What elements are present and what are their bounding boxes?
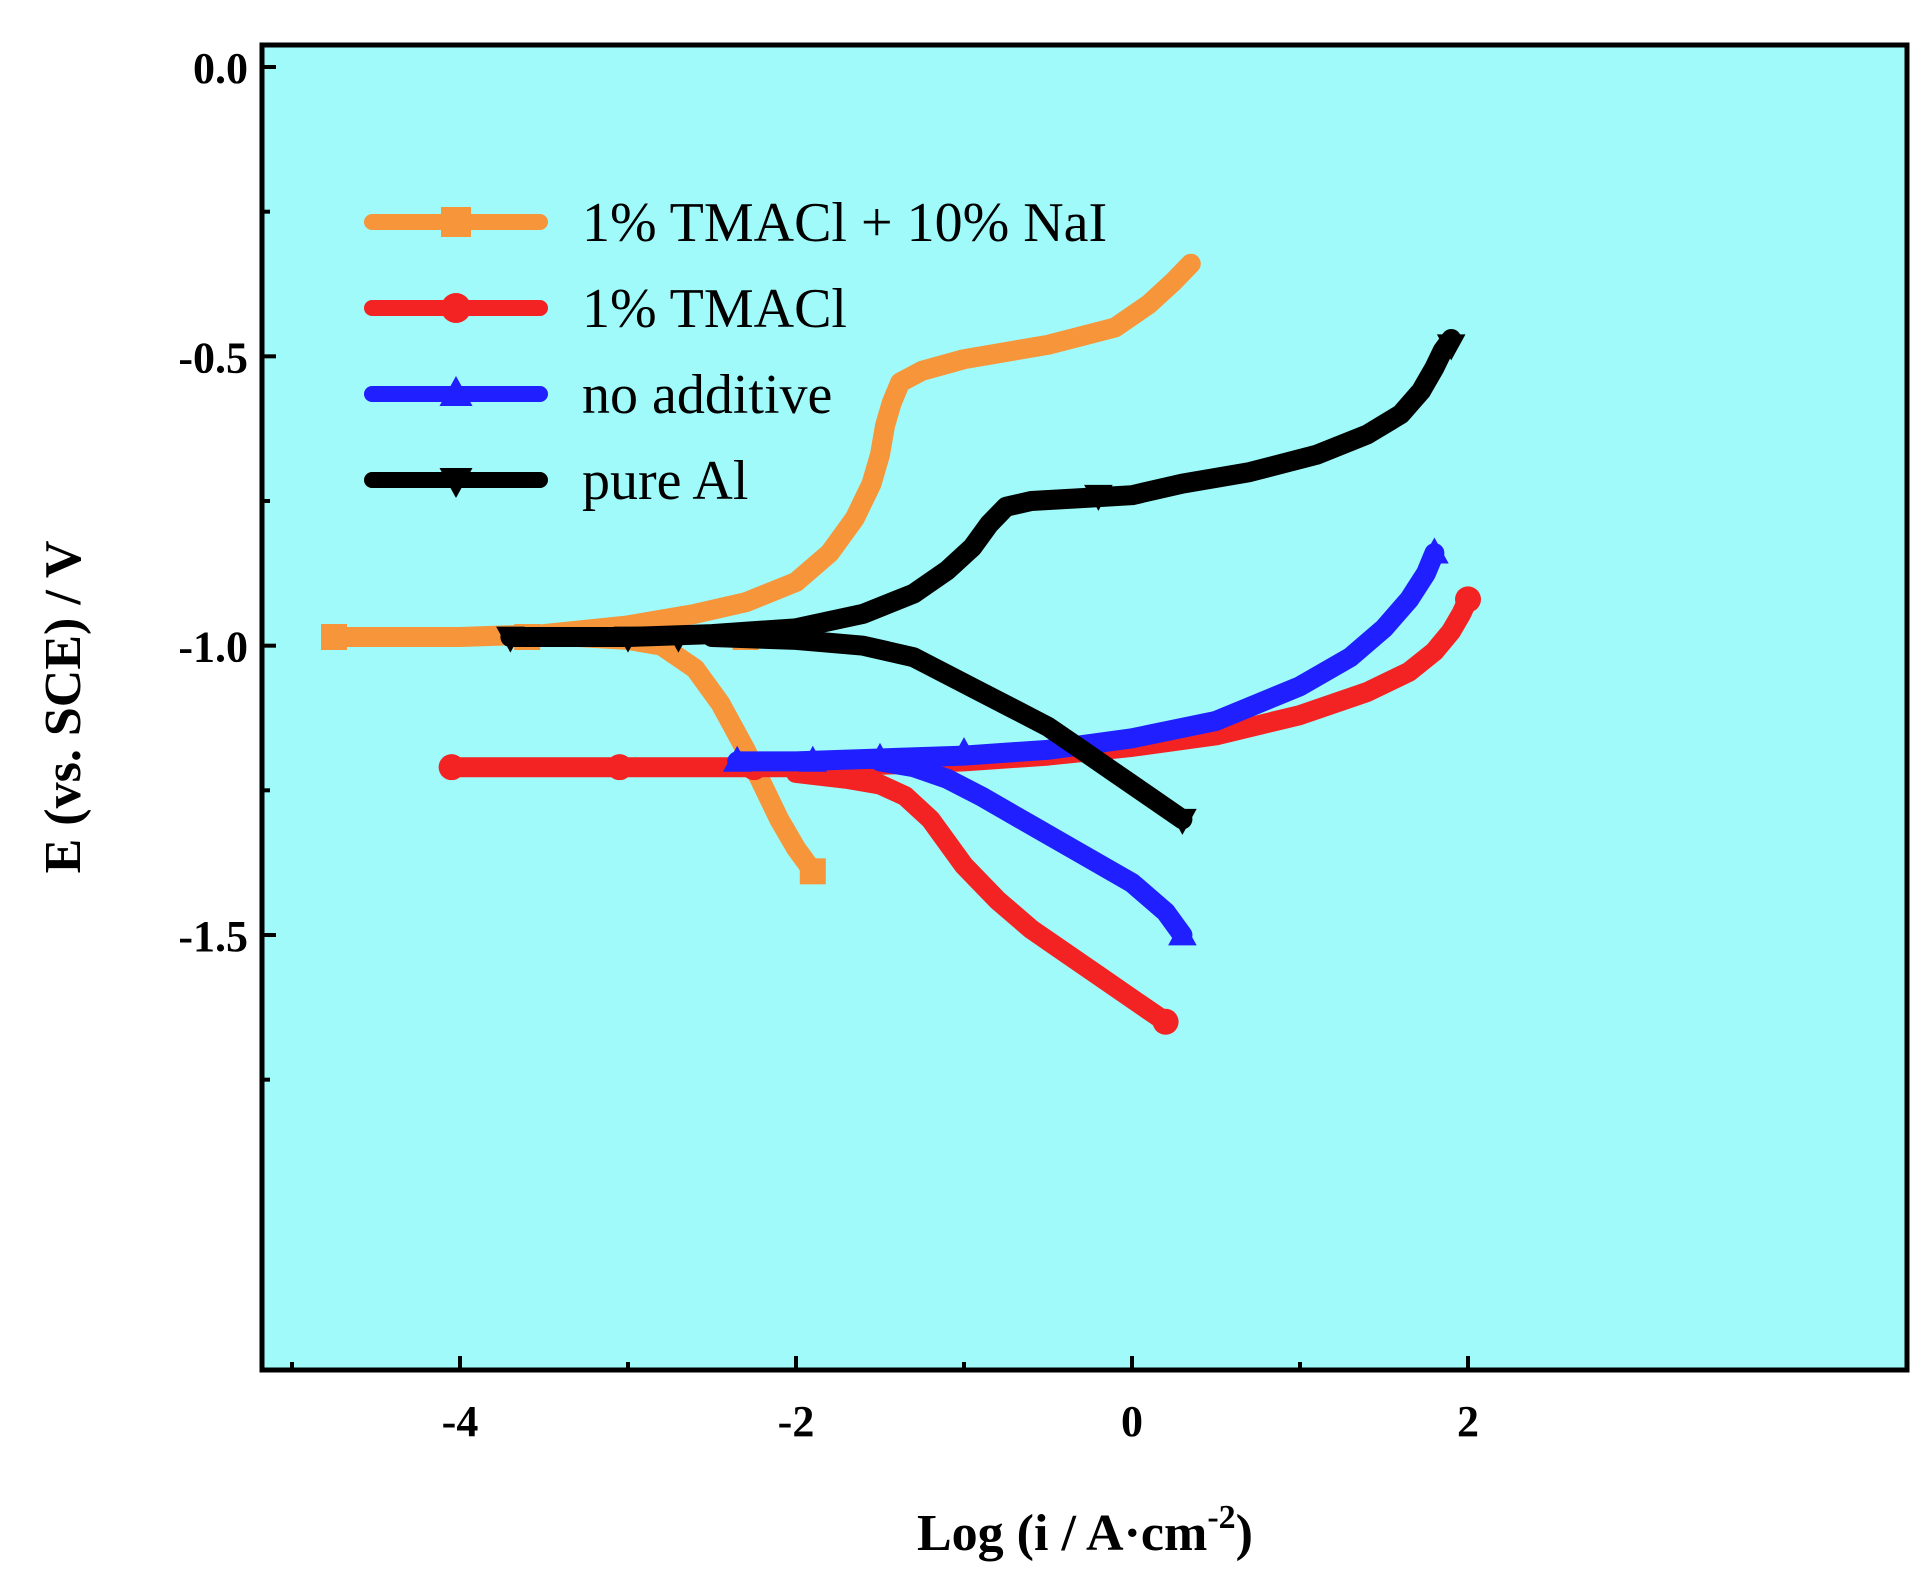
data-point-marker [1455,586,1481,613]
data-point-marker [949,737,979,764]
x-axis-ticks: -4 -2 0 2 [290,1356,1479,1446]
legend-item: 1% TMACl [364,278,847,340]
data-point-marker [1436,334,1466,361]
legend-item: 1% TMACl + 10% NaI [364,192,1107,254]
data-point-marker [613,626,643,653]
y-tick-label: -1.5 [178,912,248,961]
y-tick-label: -0.5 [178,333,248,382]
legend-marker [439,376,473,406]
data-point-marker [1168,919,1197,946]
y-axis-ticks: 0.0 -0.5 -1.0 -1.5 [178,44,276,1082]
plot-frame [259,42,1910,1373]
plot-area [262,45,1907,1370]
x-tick-label: -4 [442,1397,479,1446]
data-point-marker [321,623,347,650]
x-tick-label: -2 [778,1397,815,1446]
data-point-marker [1084,484,1113,511]
legend-item: pure Al [364,450,748,512]
x-axis-title-superscript: -2 [1207,1499,1235,1536]
series-layer [321,253,1481,1035]
data-point-marker [798,745,828,772]
series-line-cathodic [702,627,1193,830]
series-line-cathodic [870,751,1193,945]
series-line-anodic [500,329,1462,647]
legend-label: pure Al [582,450,748,512]
legend-marker [439,468,473,498]
y-tick-label: 0.0 [193,44,248,93]
data-point-marker [865,742,895,769]
data-point-marker [1420,537,1449,564]
data-point-marker [1152,1008,1179,1035]
legend-label: no additive [582,364,832,426]
legend-label: 1% TMACl + 10% NaI [582,192,1107,254]
data-point-marker [799,858,826,885]
legend: 1% TMACl + 10% NaI 1% TMACl no additive pur… [364,192,1107,512]
x-axis-title: Log (i / A·cm-2) [917,1499,1253,1562]
legend-marker [441,293,471,323]
data-point-marker [1168,808,1197,835]
data-point-marker [722,745,752,772]
y-axis-title: E (vs. SCE) / V [35,541,92,874]
series-3 [722,537,1449,946]
x-axis-title-main: Log (i / A·cm [917,1505,1207,1562]
data-point-marker [496,626,525,653]
data-point-marker [664,626,693,653]
x-axis-title-end: ) [1236,1505,1253,1562]
series-line-anodic [324,253,1201,647]
data-point-marker [438,754,465,781]
legend-label: 1% TMACl [582,278,847,340]
data-point-marker [606,754,633,781]
y-tick-label: -1.0 [178,623,248,672]
x-tick-label: 0 [1121,1397,1143,1446]
legend-item: no additive [364,364,832,426]
legend-marker [441,207,471,237]
series-line-cathodic [786,763,1176,1032]
x-tick-label: 2 [1457,1397,1479,1446]
series-4 [496,329,1466,835]
